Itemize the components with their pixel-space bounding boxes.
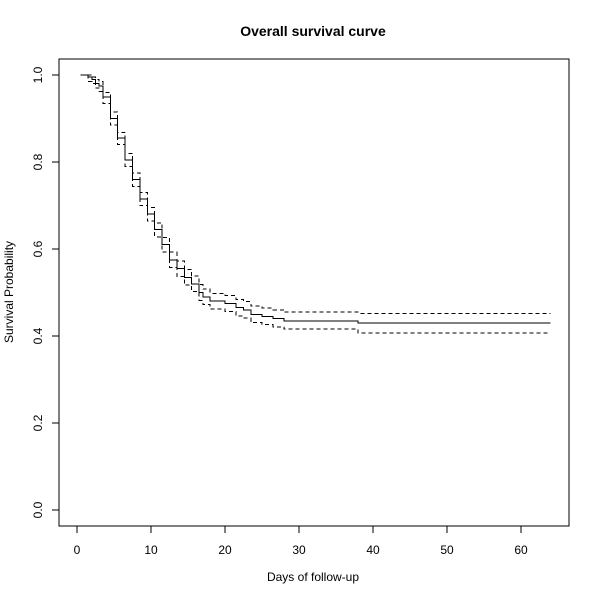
- x-tick-label: 60: [514, 543, 528, 557]
- x-tick-label: 20: [218, 543, 232, 557]
- x-tick-label: 40: [366, 543, 380, 557]
- y-tick-label: 0.0: [31, 501, 45, 518]
- curves-layer: [80, 74, 551, 334]
- y-tick-label: 1.0: [31, 66, 45, 83]
- x-axis-label: Days of follow-up: [267, 570, 359, 584]
- chart-title: Overall survival curve: [240, 23, 386, 39]
- y-axis-label: Survival Probability: [2, 241, 16, 343]
- survival-estimate-line: [80, 74, 551, 324]
- x-tick-label: 30: [292, 543, 306, 557]
- y-axis: 0.0 0.2 0.4 0.6 0.8 1.0: [31, 66, 60, 518]
- plot-frame: [58, 58, 570, 527]
- y-tick-label: 0.2: [31, 414, 45, 431]
- x-tick-label: 0: [74, 543, 81, 557]
- x-tick-label: 50: [440, 543, 454, 557]
- x-tick-label: 10: [144, 543, 158, 557]
- upper-ci-line: [80, 74, 551, 314]
- y-tick-label: 0.6: [31, 240, 45, 257]
- y-tick-label: 0.4: [31, 327, 45, 344]
- lower-ci-line: [80, 74, 551, 334]
- x-axis: 0 10 20 30 40 50 60: [74, 525, 528, 557]
- y-tick-label: 0.8: [31, 153, 45, 170]
